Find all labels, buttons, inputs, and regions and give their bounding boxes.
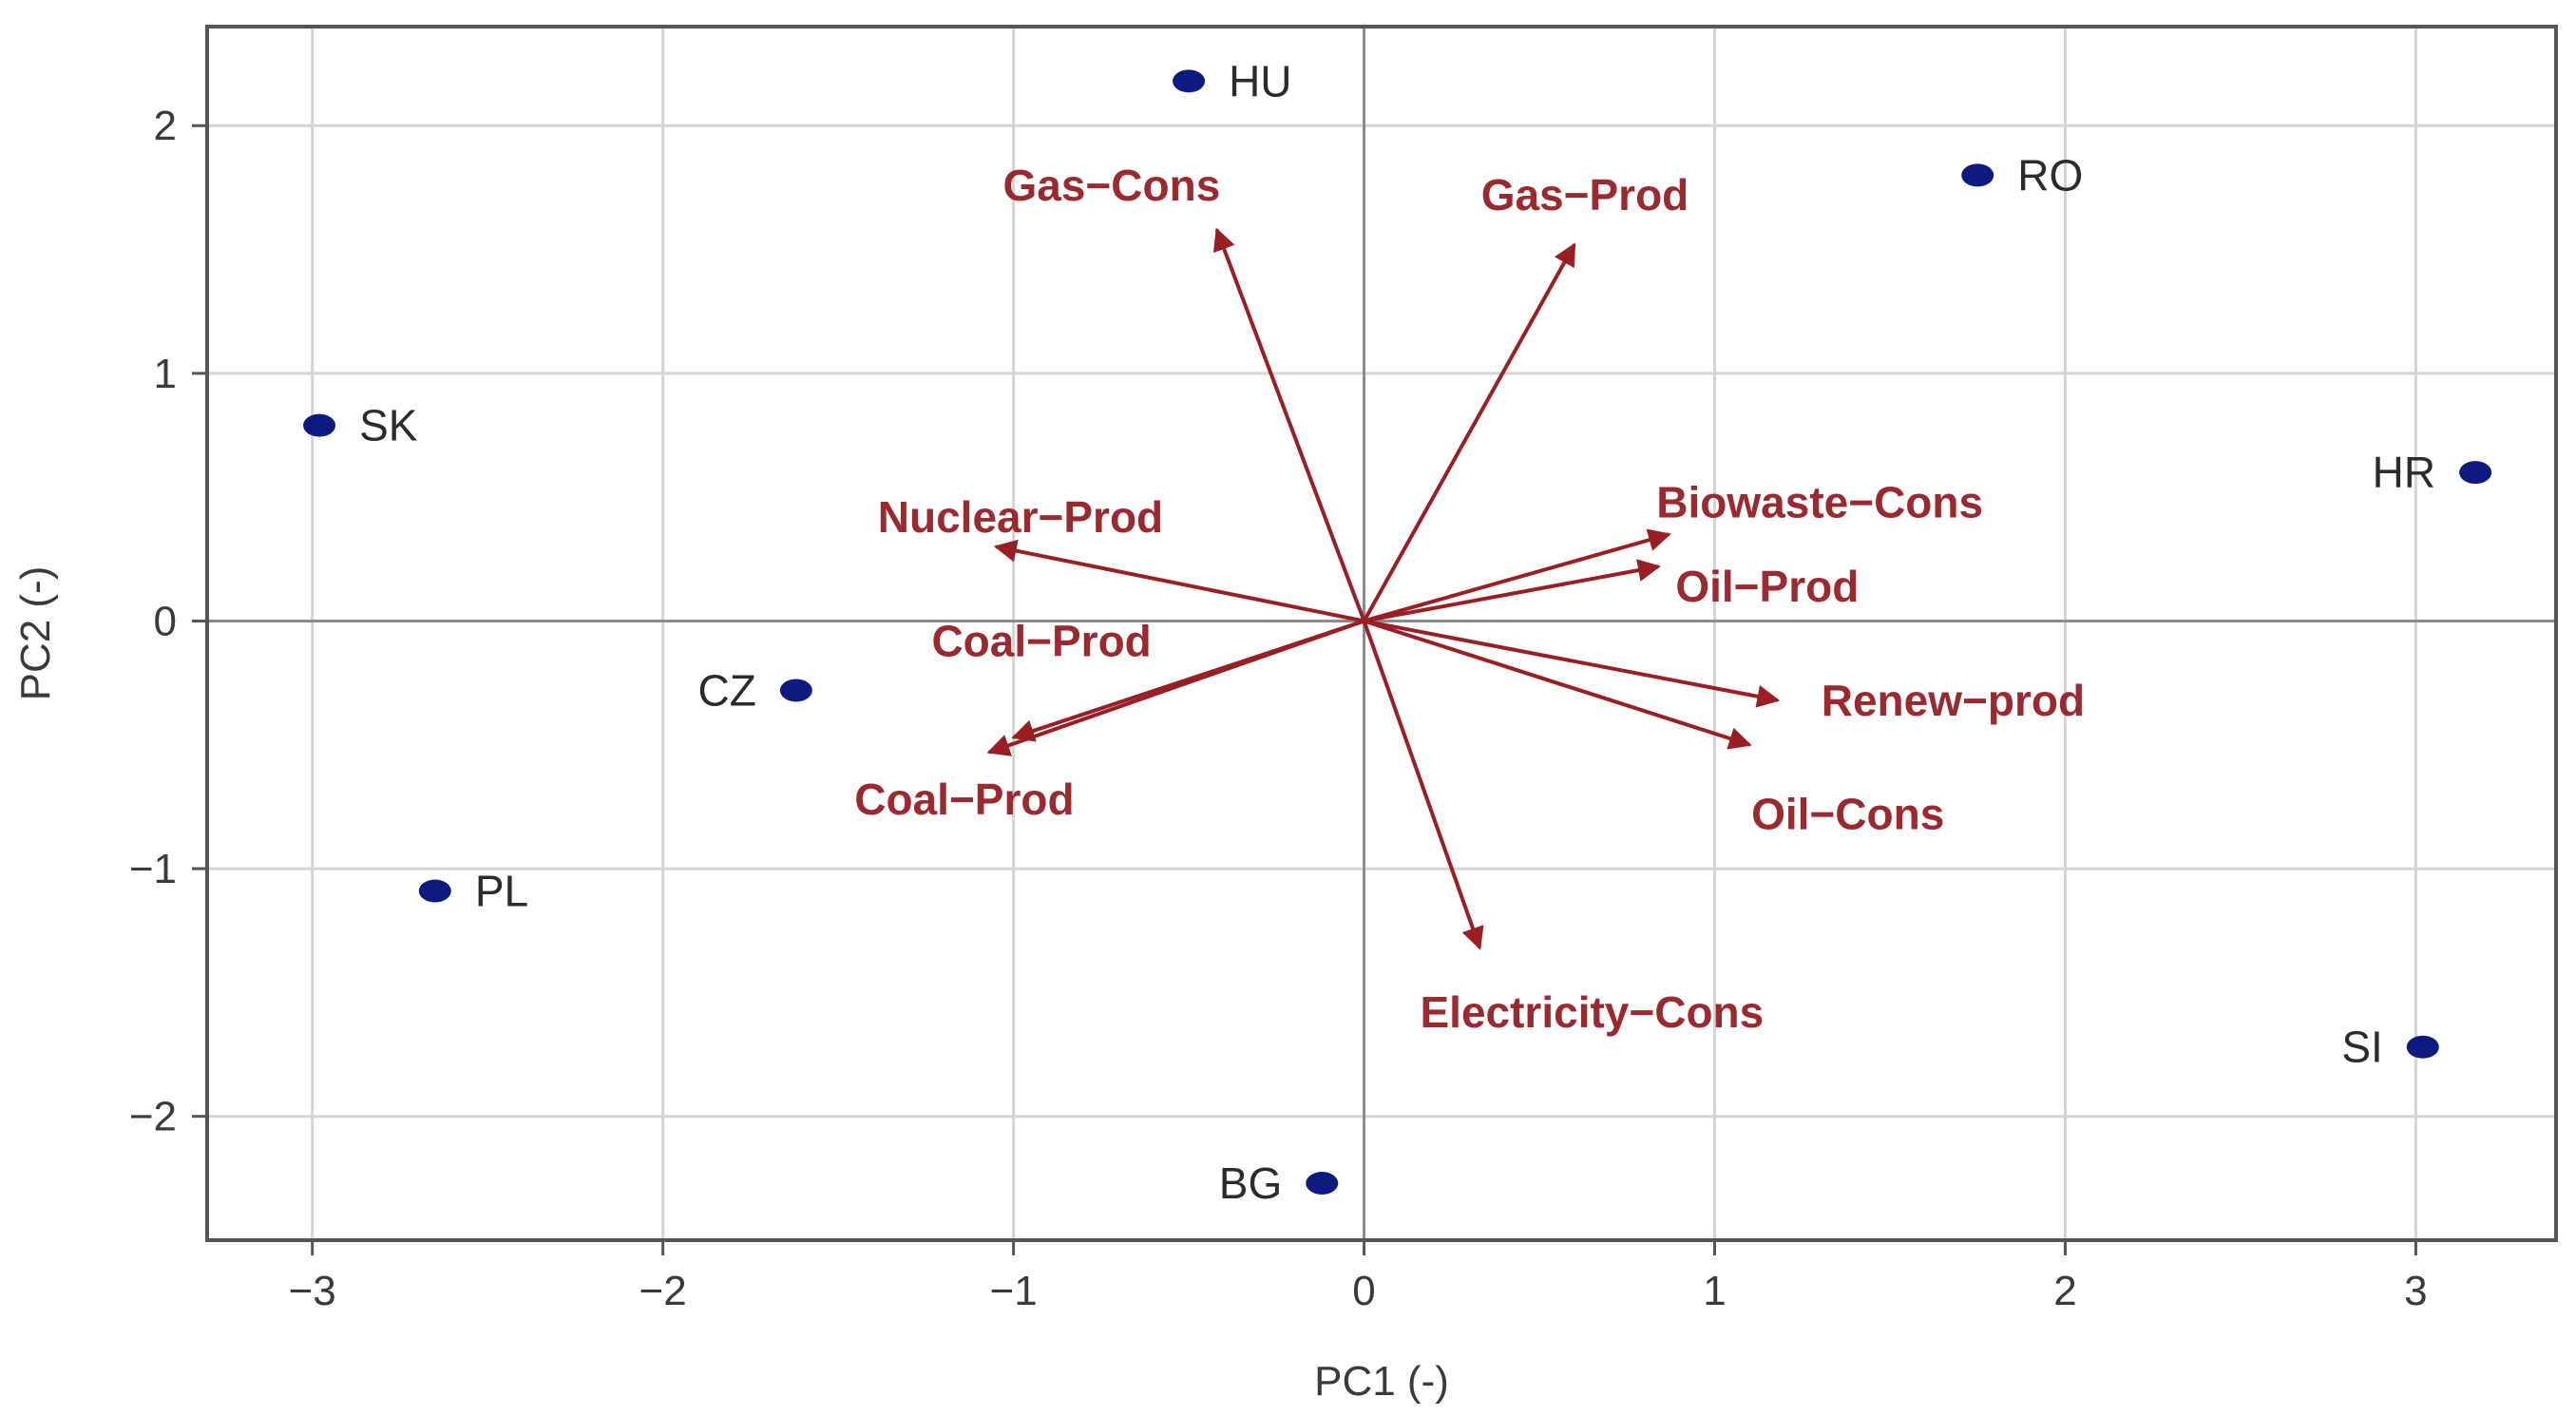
x-tick-label: −2 [639, 1268, 687, 1314]
x-tick-label: −3 [289, 1268, 336, 1314]
y-tick-label: 0 [154, 598, 177, 644]
loading-vector-label: Coal−Prod [931, 616, 1151, 665]
score-points [303, 69, 2492, 1196]
loading-vector-labels: Gas−Cons Gas−Prod Nuclear−Prod Biowaste−Con… [854, 161, 2085, 1037]
score-point [303, 413, 336, 437]
zero-lines [207, 27, 2556, 1240]
x-tick-label: 1 [1703, 1268, 1726, 1314]
x-tick-label: 0 [1352, 1268, 1375, 1314]
loading-vector-label: Coal−Prod [854, 775, 1074, 824]
y-tick-label: −2 [129, 1094, 177, 1140]
loading-vector [1363, 619, 1752, 750]
score-point [779, 679, 812, 702]
score-point-label: SK [359, 401, 418, 450]
y-tick-label: −1 [129, 846, 177, 892]
y-tick-label: 1 [154, 351, 177, 397]
loading-vector [993, 539, 1364, 623]
loading-vector-label: Renew−prod [1822, 676, 2085, 725]
loading-vector [1364, 559, 1661, 623]
loading-vector-label: Oil−Prod [1675, 562, 1859, 611]
loading-vector [986, 619, 1365, 756]
score-point-label: RO [2017, 150, 2083, 200]
loading-vector-label: Nuclear−Prod [878, 492, 1163, 542]
x-tick-label: −1 [990, 1268, 1038, 1314]
score-point [1173, 69, 1206, 93]
score-point-label: PL [475, 867, 528, 916]
score-point [418, 879, 451, 903]
score-point [1306, 1172, 1339, 1196]
loading-vector [1362, 620, 1484, 950]
loading-vector [1362, 242, 1576, 622]
loading-vector-label: Oil−Cons [1751, 790, 1944, 839]
axis-ticks: −3 −2 −1 0 1 2 3 −2 −1 0 1 2 [129, 103, 2428, 1314]
score-point-label: HU [1229, 56, 1291, 105]
loading-vector-label: Gas−Prod [1481, 170, 1689, 220]
loading-vector-label: Biowaste−Cons [1656, 477, 1983, 526]
score-point-label: HR [2373, 448, 2435, 497]
score-point-label: SI [2341, 1023, 2382, 1072]
loading-vector [1364, 619, 1781, 708]
score-point-labels: HU RO SK HR CZ PL SI BG [359, 56, 2435, 1208]
plot-frame [205, 25, 2558, 1242]
grid-lines [207, 27, 2556, 1240]
score-point [2459, 461, 2492, 485]
loading-vector [1364, 528, 1671, 623]
x-axis-title: PC1 (-) [1314, 1358, 1449, 1405]
loading-vector [1212, 227, 1366, 622]
score-point [2406, 1035, 2439, 1059]
loading-vector-label: Electricity−Cons [1420, 987, 1764, 1037]
loading-vector-label: Gas−Cons [1002, 161, 1220, 210]
loading-vectors [986, 227, 1781, 950]
x-tick-label: 3 [2404, 1268, 2427, 1314]
y-axis-title: PC2 (-) [12, 566, 59, 701]
y-tick-label: 2 [154, 103, 177, 149]
score-point-label: CZ [698, 665, 756, 715]
score-point [1961, 163, 1994, 187]
score-point-label: BG [1219, 1158, 1282, 1208]
x-tick-label: 2 [2053, 1268, 2076, 1314]
